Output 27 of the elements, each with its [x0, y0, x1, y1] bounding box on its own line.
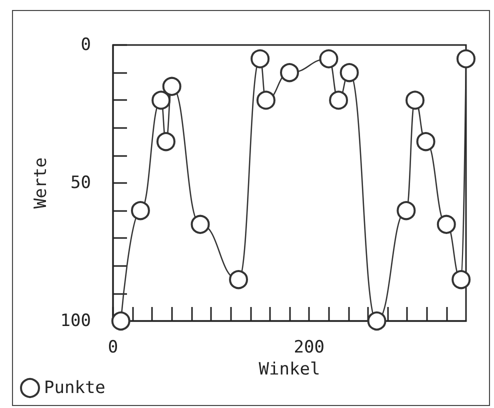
point	[340, 63, 359, 82]
point	[319, 49, 338, 68]
point	[416, 132, 436, 152]
y-tick-label: 50	[70, 173, 91, 193]
x-tick-label: 200	[294, 338, 324, 358]
point	[250, 49, 270, 68]
point	[152, 90, 171, 110]
point	[130, 201, 150, 220]
point	[396, 201, 416, 220]
point	[329, 90, 348, 110]
legend-label: Punkte	[44, 378, 106, 398]
point	[280, 63, 299, 82]
point	[156, 132, 176, 152]
point	[190, 214, 210, 234]
point	[406, 90, 425, 110]
point	[162, 76, 182, 96]
point	[111, 312, 130, 330]
y-axis-title: Werte	[30, 157, 51, 209]
point	[452, 270, 471, 290]
y-tick-label: 100	[60, 311, 91, 331]
y-tick-label: 0	[80, 35, 91, 55]
point	[456, 49, 476, 68]
point	[229, 270, 248, 290]
point	[256, 90, 276, 110]
x-axis-title: Winkel	[258, 360, 320, 380]
point	[436, 214, 456, 234]
point	[367, 312, 386, 330]
